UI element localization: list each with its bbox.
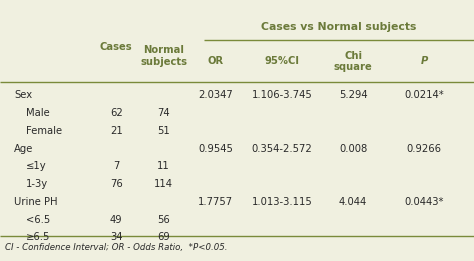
Text: 62: 62 [110, 108, 122, 118]
Text: 0.9266: 0.9266 [407, 144, 442, 153]
Text: Cases vs Normal subjects: Cases vs Normal subjects [261, 22, 417, 32]
Text: Cases: Cases [100, 42, 132, 52]
Text: Chi
square: Chi square [334, 51, 373, 72]
Text: 0.0443*: 0.0443* [404, 197, 444, 207]
Text: 0.0214*: 0.0214* [404, 90, 444, 100]
Text: 11: 11 [157, 161, 170, 171]
Text: Female: Female [26, 126, 62, 136]
Text: P: P [420, 56, 428, 66]
Text: 76: 76 [110, 179, 122, 189]
Text: 0.9545: 0.9545 [198, 144, 233, 153]
Text: ≥6.5: ≥6.5 [26, 232, 50, 242]
Text: 0.008: 0.008 [339, 144, 367, 153]
Text: 0.354-2.572: 0.354-2.572 [252, 144, 312, 153]
Text: 7: 7 [113, 161, 119, 171]
Text: 4.044: 4.044 [339, 197, 367, 207]
Text: 5.294: 5.294 [339, 90, 367, 100]
Text: 1.013-3.115: 1.013-3.115 [252, 197, 312, 207]
Text: 2.0347: 2.0347 [198, 90, 233, 100]
Text: 1.7757: 1.7757 [198, 197, 233, 207]
Text: ≤1y: ≤1y [26, 161, 47, 171]
Text: 114: 114 [154, 179, 173, 189]
Text: 21: 21 [110, 126, 122, 136]
Text: 74: 74 [157, 108, 170, 118]
Text: 49: 49 [110, 215, 122, 224]
Text: Sex: Sex [14, 90, 32, 100]
Text: Urine PH: Urine PH [14, 197, 58, 207]
Text: 34: 34 [110, 232, 122, 242]
Text: 51: 51 [157, 126, 170, 136]
Text: 56: 56 [157, 215, 170, 224]
Text: Age: Age [14, 144, 34, 153]
Text: 1-3y: 1-3y [26, 179, 48, 189]
Text: Normal
subjects: Normal subjects [140, 45, 187, 67]
Text: OR: OR [208, 56, 224, 66]
Text: 1.106-3.745: 1.106-3.745 [252, 90, 312, 100]
Text: <6.5: <6.5 [26, 215, 50, 224]
Text: 69: 69 [157, 232, 170, 242]
Text: 95%CI: 95%CI [264, 56, 300, 66]
Text: Male: Male [26, 108, 50, 118]
Text: CI - Confidence Interval; OR - Odds Ratio,  *P<0.05.: CI - Confidence Interval; OR - Odds Rati… [5, 243, 227, 252]
